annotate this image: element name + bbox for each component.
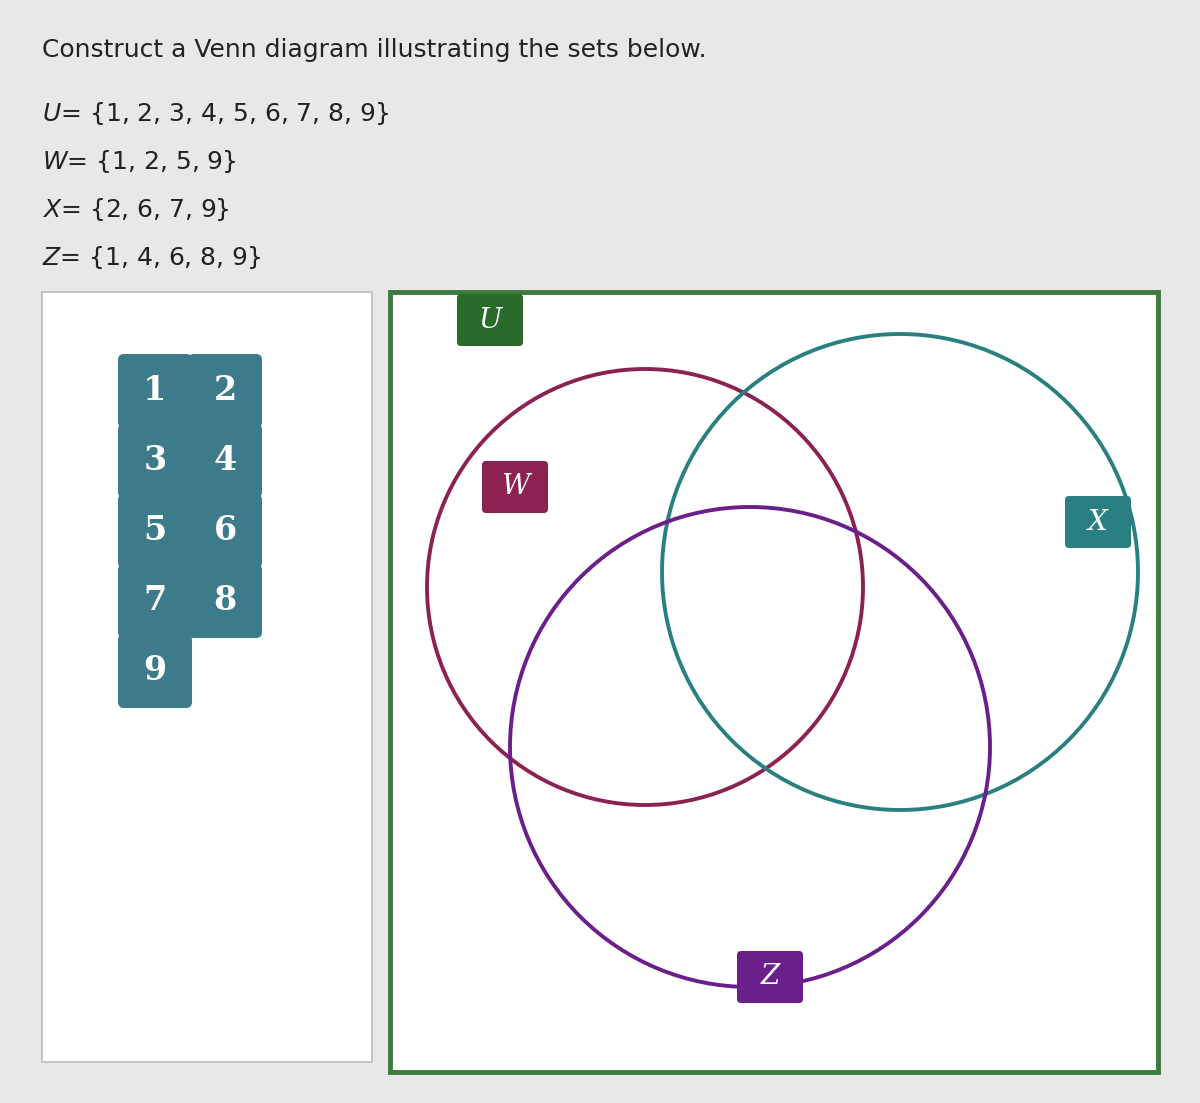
Text: $\mathit{X}$= {2, 6, 7, 9}: $\mathit{X}$= {2, 6, 7, 9} [42, 196, 229, 223]
Text: 8: 8 [214, 585, 236, 618]
Text: 4: 4 [214, 445, 236, 478]
Text: U: U [479, 307, 502, 333]
Text: 2: 2 [214, 375, 236, 407]
Text: 1: 1 [143, 375, 167, 407]
Text: $\mathit{Z}$= {1, 4, 6, 8, 9}: $\mathit{Z}$= {1, 4, 6, 8, 9} [42, 244, 262, 271]
FancyBboxPatch shape [118, 634, 192, 708]
Text: X: X [1088, 508, 1108, 535]
FancyBboxPatch shape [737, 951, 803, 1003]
Text: $\mathit{W}$= {1, 2, 5, 9}: $\mathit{W}$= {1, 2, 5, 9} [42, 148, 236, 175]
FancyBboxPatch shape [188, 564, 262, 638]
Text: 6: 6 [214, 514, 236, 547]
Text: 5: 5 [143, 514, 167, 547]
FancyBboxPatch shape [457, 295, 523, 346]
Text: 7: 7 [143, 585, 167, 618]
FancyBboxPatch shape [482, 461, 548, 513]
FancyBboxPatch shape [188, 354, 262, 428]
Text: Z: Z [761, 964, 780, 990]
FancyBboxPatch shape [390, 292, 1158, 1072]
Text: 9: 9 [144, 654, 167, 687]
FancyBboxPatch shape [118, 494, 192, 568]
Text: 3: 3 [143, 445, 167, 478]
Text: W: W [500, 473, 529, 501]
FancyBboxPatch shape [1066, 496, 1132, 548]
FancyBboxPatch shape [42, 292, 372, 1062]
FancyBboxPatch shape [188, 494, 262, 568]
FancyBboxPatch shape [118, 424, 192, 497]
Text: Construct a Venn diagram illustrating the sets below.: Construct a Venn diagram illustrating th… [42, 38, 707, 62]
FancyBboxPatch shape [118, 354, 192, 428]
Text: $\mathit{U}$= {1, 2, 3, 4, 5, 6, 7, 8, 9}: $\mathit{U}$= {1, 2, 3, 4, 5, 6, 7, 8, 9… [42, 100, 389, 127]
FancyBboxPatch shape [118, 564, 192, 638]
FancyBboxPatch shape [188, 424, 262, 497]
